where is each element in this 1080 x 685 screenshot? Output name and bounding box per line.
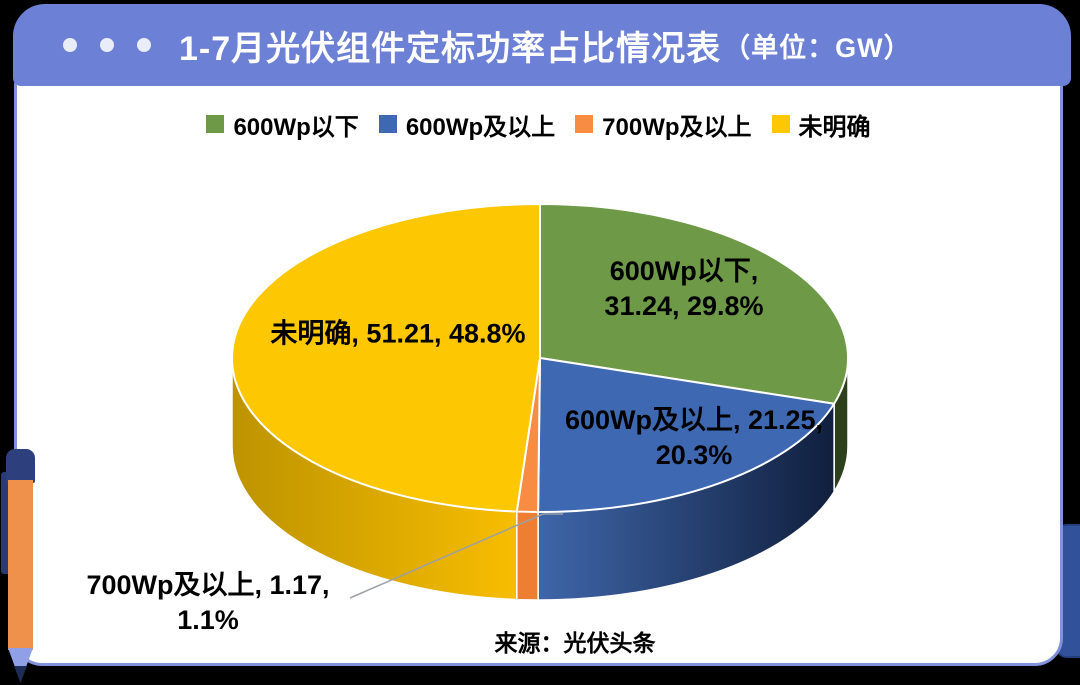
dot-icon bbox=[137, 38, 151, 52]
slice-label-700wp-above: 700Wp及以上, 1.17, 1.1% bbox=[86, 569, 330, 635]
pencil-body bbox=[8, 480, 33, 650]
legend-swatch-icon bbox=[771, 115, 790, 133]
page-title-text: 1-7月光伏组件定标功率占比情况表 bbox=[179, 29, 722, 68]
banner-dots bbox=[63, 38, 151, 52]
legend-swatch-icon bbox=[206, 115, 225, 133]
legend-label: 未明确 bbox=[798, 113, 871, 141]
pencil-cap bbox=[6, 449, 35, 483]
page-title: 1-7月光伏组件定标功率占比情况表 （单位：GW） bbox=[179, 21, 912, 70]
chart-legend: 600Wp以下 600Wp及以上 700Wp及以上 未明确 bbox=[14, 104, 1063, 144]
legend-item-600wp-above: 600Wp及以上 bbox=[378, 107, 556, 142]
dot-icon bbox=[63, 38, 77, 52]
slice-label-unspecified: 未明确, 51.21, 48.8% bbox=[270, 318, 526, 349]
header-banner: 1-7月光伏组件定标功率占比情况表 （单位：GW） bbox=[13, 4, 1071, 86]
source-caption: 来源：光伏头条 bbox=[494, 630, 656, 656]
legend-label: 600Wp以下 bbox=[233, 113, 359, 141]
legend-swatch-icon bbox=[575, 115, 594, 133]
pencil-icon bbox=[0, 440, 60, 685]
dot-icon bbox=[100, 38, 114, 52]
legend-item-600wp-below: 600Wp以下 bbox=[206, 107, 359, 142]
pencil-point bbox=[14, 666, 27, 683]
legend-item-unspecified: 未明确 bbox=[771, 107, 871, 142]
title-unit-label: （单位：GW） bbox=[723, 32, 912, 63]
slice-label-600wp-below: 600Wp以下, 31.24, 29.8% bbox=[604, 255, 764, 321]
legend-item-700wp-above: 700Wp及以上 bbox=[575, 107, 752, 142]
legend-swatch-icon bbox=[378, 115, 397, 133]
legend-label: 600Wp及以上 bbox=[405, 113, 556, 141]
legend-label: 700Wp及以上 bbox=[602, 113, 752, 141]
slice-label-600wp-above: 600Wp及以上, 21.25, 20.3% bbox=[564, 404, 824, 470]
